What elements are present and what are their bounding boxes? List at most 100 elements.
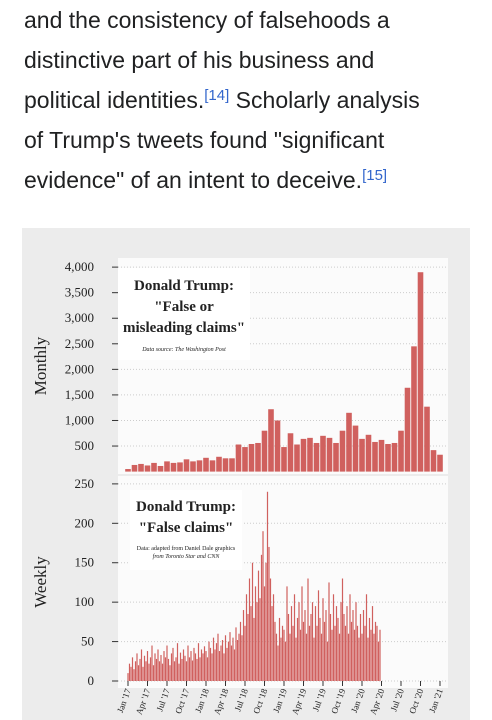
- bar: [212, 637, 215, 681]
- bar: [320, 633, 323, 681]
- bar: [292, 625, 294, 681]
- bar: [261, 430, 268, 472]
- bar: [238, 633, 240, 681]
- bar: [241, 635, 243, 681]
- bar: [437, 454, 443, 472]
- bar: [128, 663, 131, 681]
- bar: [127, 673, 129, 681]
- panel-title: "False or: [154, 299, 214, 315]
- bar: [340, 602, 342, 681]
- bar: [372, 441, 378, 472]
- bar: [283, 629, 285, 681]
- bar: [136, 653, 138, 681]
- bar: [278, 617, 281, 681]
- bar: [205, 651, 207, 681]
- title-box: [118, 268, 250, 360]
- bar: [316, 625, 318, 681]
- reference-link[interactable]: [14]: [204, 87, 230, 104]
- bar: [367, 637, 369, 681]
- bar: [176, 643, 179, 681]
- text-line: political identities.[14] Scholarly anal…: [24, 80, 484, 120]
- bar: [175, 657, 177, 681]
- bar: [154, 653, 156, 681]
- bar: [326, 641, 329, 681]
- bar: [133, 669, 135, 681]
- bar: [269, 578, 272, 681]
- bar: [281, 447, 287, 472]
- bar: [242, 610, 245, 681]
- bar: [131, 464, 138, 472]
- bar: [209, 460, 216, 472]
- bar: [364, 625, 366, 681]
- y-tick-label: 1,000: [65, 412, 94, 427]
- bar: [355, 602, 357, 681]
- y-axis-label: Monthly: [31, 336, 50, 395]
- bar: [229, 458, 235, 472]
- bar: [358, 637, 360, 681]
- bar: [271, 606, 273, 681]
- bar: [346, 606, 348, 681]
- panel-title: "False claims": [139, 520, 234, 536]
- bar: [184, 655, 186, 681]
- bar: [361, 633, 363, 681]
- bar: [248, 443, 255, 472]
- bar: [222, 458, 229, 472]
- bar: [404, 387, 411, 472]
- bar: [230, 645, 233, 681]
- bar: [215, 643, 218, 681]
- bar: [142, 666, 144, 681]
- bar: [293, 594, 296, 681]
- bar: [214, 649, 216, 681]
- panel-title: misleading claims": [123, 320, 245, 336]
- bar: [287, 613, 290, 681]
- bar: [314, 606, 317, 681]
- bar: [311, 602, 314, 681]
- bar: [178, 663, 180, 681]
- bar: [362, 610, 365, 681]
- bar: [170, 462, 177, 472]
- bar: [220, 645, 222, 681]
- text: and the consistency of falsehoods a: [24, 7, 390, 33]
- bar: [302, 621, 305, 681]
- bar: [167, 658, 170, 681]
- bar: [259, 598, 261, 681]
- bar: [272, 594, 275, 681]
- bar: [268, 546, 270, 681]
- bar: [263, 586, 266, 681]
- bar: [286, 586, 288, 681]
- bar: [368, 617, 371, 681]
- bar: [277, 645, 279, 681]
- bar: [216, 456, 222, 472]
- y-tick-label: 2,500: [65, 336, 94, 351]
- bar: [183, 459, 190, 472]
- bar: [131, 657, 134, 681]
- text: political identities.: [24, 87, 205, 113]
- bar: [146, 651, 149, 681]
- bar: [337, 617, 339, 681]
- bar: [424, 406, 430, 472]
- bar: [352, 610, 354, 681]
- bar: [151, 645, 153, 681]
- text: Scholarly analysis: [229, 87, 420, 113]
- y-tick-label: 1,500: [65, 387, 94, 402]
- bar: [274, 621, 276, 681]
- y-tick-label: 150: [75, 555, 95, 570]
- bar: [163, 651, 165, 681]
- bar: [352, 425, 359, 472]
- reference-link[interactable]: [15]: [362, 167, 388, 184]
- panel-title: Donald Trump:: [136, 499, 236, 515]
- bar: [371, 606, 374, 681]
- bar: [378, 439, 385, 472]
- bar: [247, 613, 249, 681]
- bar: [235, 627, 237, 681]
- bar: [313, 637, 315, 681]
- bar: [373, 633, 375, 681]
- bar: [377, 641, 380, 681]
- bar: [190, 461, 196, 472]
- bar: [332, 594, 335, 681]
- bar: [374, 621, 377, 681]
- bar: [347, 633, 350, 681]
- bar: [196, 460, 203, 472]
- bar: [265, 562, 267, 681]
